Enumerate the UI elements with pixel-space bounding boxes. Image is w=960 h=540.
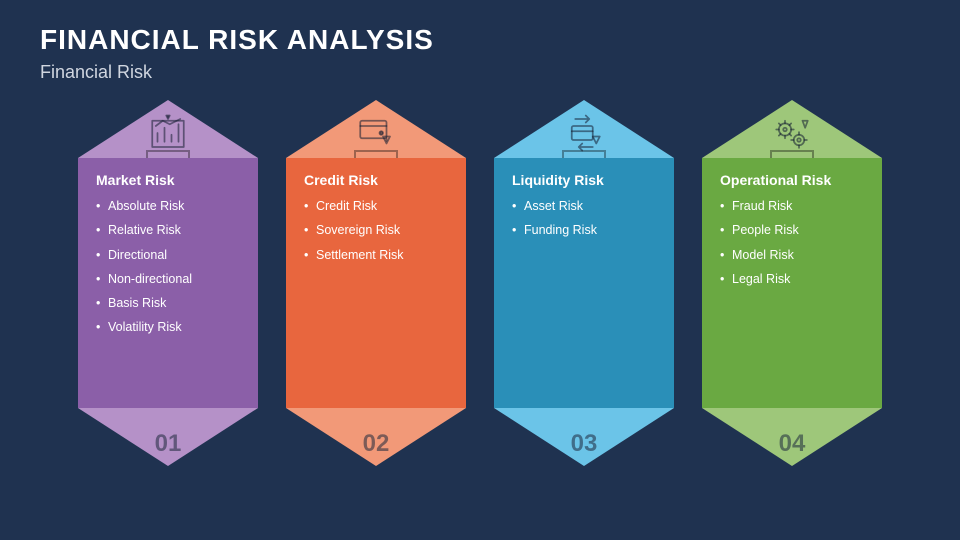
card-list-item: Funding Risk (512, 222, 656, 238)
card-number: 03 (571, 430, 598, 458)
card-number: 02 (363, 430, 390, 458)
card-list: Credit Risk Sovereign Risk Settlement Risk (304, 198, 448, 263)
risk-card: Market Risk Absolute Risk Relative Risk Dir… (78, 100, 258, 466)
page-subtitle: Financial Risk (40, 62, 920, 83)
card-body: Credit Risk Credit Risk Sovereign Risk Sett… (286, 158, 466, 408)
card-list-item: Credit Risk (304, 198, 448, 214)
chart-icon (143, 108, 193, 158)
card-list: Absolute Risk Relative Risk Directional Non… (96, 198, 240, 336)
card-list-item: Settlement Risk (304, 247, 448, 263)
risk-card: Credit Risk Credit Risk Sovereign Risk Sett… (286, 100, 466, 466)
card-body: Market Risk Absolute Risk Relative Risk Dir… (78, 158, 258, 408)
card-list: Fraud Risk People Risk Model Risk Legal Ris… (720, 198, 864, 287)
card-list-item: Legal Risk (720, 271, 864, 287)
card-list-item: People Risk (720, 222, 864, 238)
card-list-item: Sovereign Risk (304, 222, 448, 238)
card-body: Liquidity RiskAsset RiskFunding Risk03 (494, 158, 674, 408)
card-list: Asset Risk Funding Risk (512, 198, 656, 239)
card-list-item: Non-directional (96, 271, 240, 287)
card-body: Operational Risk Fraud Risk People Risk Mod… (702, 158, 882, 408)
risk-card: Operational Risk Fraud Risk People Risk Mod… (702, 100, 882, 466)
card-list-item: Relative Risk (96, 222, 240, 238)
header: FINANCIAL RISK ANALYSIS Financial Risk (0, 0, 960, 91)
card-number: 01 (155, 430, 182, 458)
card-heading: Liquidity Risk (512, 172, 656, 188)
card-list-item: Absolute Risk (96, 198, 240, 214)
card-heading: Operational Risk (720, 172, 864, 188)
card-container: Market Risk Absolute Risk Relative Risk Dir… (0, 100, 960, 466)
risk-card: Liquidity Risk Asset Risk Funding Risk 03 (494, 100, 674, 466)
page-title: FINANCIAL RISK ANALYSIS (40, 24, 920, 56)
card-list-item: Basis Risk (96, 295, 240, 311)
card-icon (351, 108, 401, 158)
gears-icon (767, 108, 817, 158)
card-list-item: Fraud Risk (720, 198, 864, 214)
card-list-item: Directional (96, 247, 240, 263)
card-list-item: Model Risk (720, 247, 864, 263)
card-number: 04 (779, 430, 806, 458)
card-heading: Credit Risk (304, 172, 448, 188)
card-list-item: Asset Risk (512, 198, 656, 214)
card-heading: Market Risk (96, 172, 240, 188)
transfer-icon (559, 108, 609, 158)
card-list-item: Volatility Risk (96, 319, 240, 335)
